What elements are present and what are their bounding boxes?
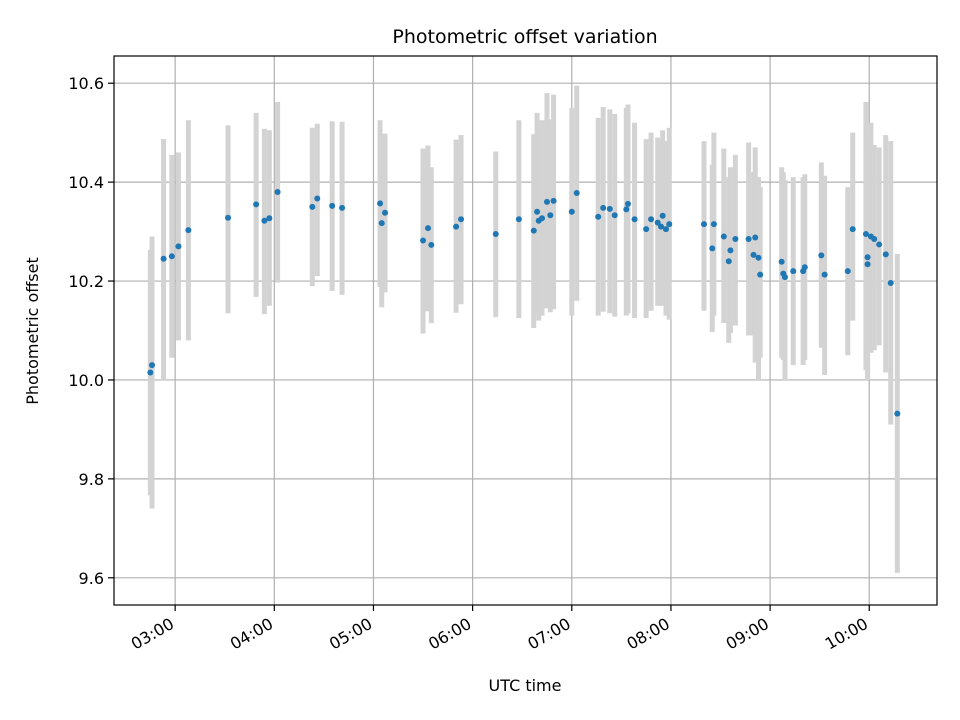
data-point [844,268,851,275]
y-tick-label: 10.4 [68,173,104,192]
data-point [453,223,460,230]
data-point [530,227,537,234]
data-point [864,254,871,261]
data-point [725,258,732,265]
data-point [329,202,336,209]
data-point [648,216,655,223]
chart-title: Photometric offset variation [392,26,657,48]
data-point [492,231,499,238]
data-point [515,216,522,223]
data-point [539,215,546,222]
data-point [274,189,281,196]
data-point [606,205,613,212]
data-point [623,206,630,213]
data-point [568,208,575,215]
data-point [168,253,175,260]
data-point [595,213,602,220]
data-point [876,241,883,248]
data-point [709,245,716,252]
data-point [750,251,757,258]
data-point [424,225,431,232]
data-point [147,369,154,376]
data-point [550,197,557,204]
y-tick-label: 9.8 [79,470,104,489]
data-point [543,198,550,205]
data-point [790,268,797,275]
data-point [624,200,631,207]
data-point [727,247,734,254]
data-point [757,271,764,278]
data-point [266,215,273,222]
data-point [428,241,435,248]
data-point [160,255,167,262]
data-point [573,190,580,197]
data-point [309,203,316,210]
data-point [864,261,871,268]
data-point [600,204,607,211]
plot-frame [113,55,938,606]
y-tick-label: 10.0 [68,371,104,390]
data-point [225,214,232,221]
data-point [377,200,384,207]
data-point [720,233,727,240]
data-point [821,271,828,278]
x-axis-label: UTC time [489,676,562,695]
data-point [458,216,465,223]
data-point [732,236,739,242]
data-point [862,231,869,238]
data-point [818,252,825,259]
data-point [700,221,707,228]
data-point [382,209,389,216]
data-point [261,217,268,224]
data-point [658,223,665,230]
data-point [871,236,878,242]
data-point [781,274,788,281]
data-point [662,226,669,233]
data-point [745,236,752,242]
data-point [175,243,182,250]
data-points [147,189,901,417]
data-point [149,362,156,369]
data-point [778,258,785,265]
data-point [659,212,666,219]
data-point [534,208,541,215]
y-axis-label: Photometric offset [23,257,42,405]
data-point [314,195,321,202]
data-point [882,251,889,258]
data-point [752,234,759,241]
data-point [339,204,346,211]
data-point [894,410,901,417]
data-point [547,212,554,219]
y-tick-label: 10.6 [68,74,104,93]
data-point [849,226,856,233]
y-tick-label: 10.2 [68,272,104,291]
data-point [666,221,673,228]
data-point [710,221,717,228]
data-point [755,254,762,261]
data-point [643,226,650,233]
data-point [253,201,260,208]
data-point [611,212,618,219]
data-point [887,280,894,287]
data-point [801,264,808,271]
data-point [631,216,638,223]
data-point [420,237,427,244]
data-point [654,219,661,226]
data-point [185,227,192,234]
y-tick-label: 9.6 [79,569,104,588]
data-point [378,220,385,227]
